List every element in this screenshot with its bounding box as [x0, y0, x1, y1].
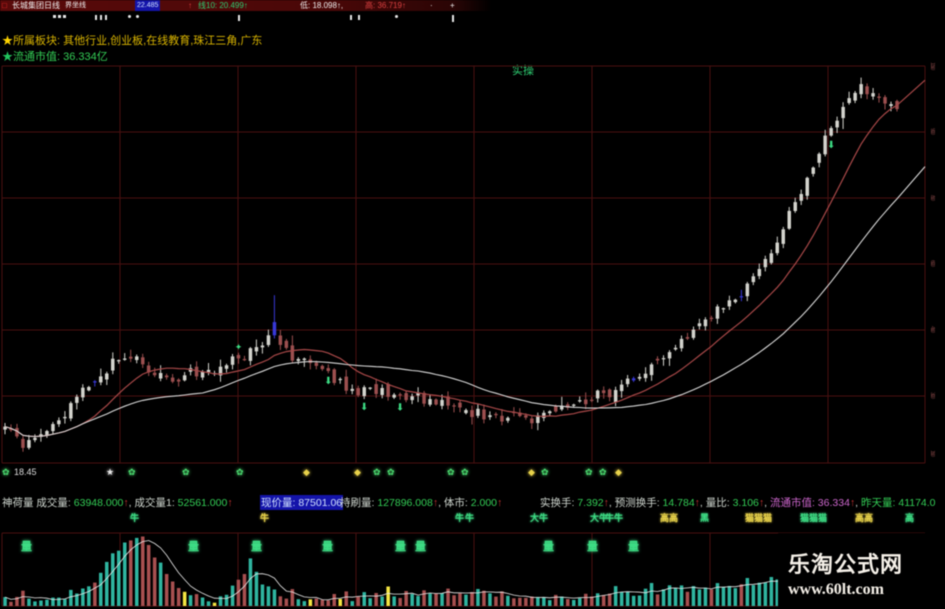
svg-text:⬇: ⬇	[827, 140, 835, 151]
svg-text:✦: ✦	[235, 342, 243, 352]
svg-text:⬇: ⬇	[396, 403, 404, 414]
svg-text:⬇: ⬇	[360, 402, 368, 413]
svg-text:⬇: ⬇	[324, 376, 332, 387]
